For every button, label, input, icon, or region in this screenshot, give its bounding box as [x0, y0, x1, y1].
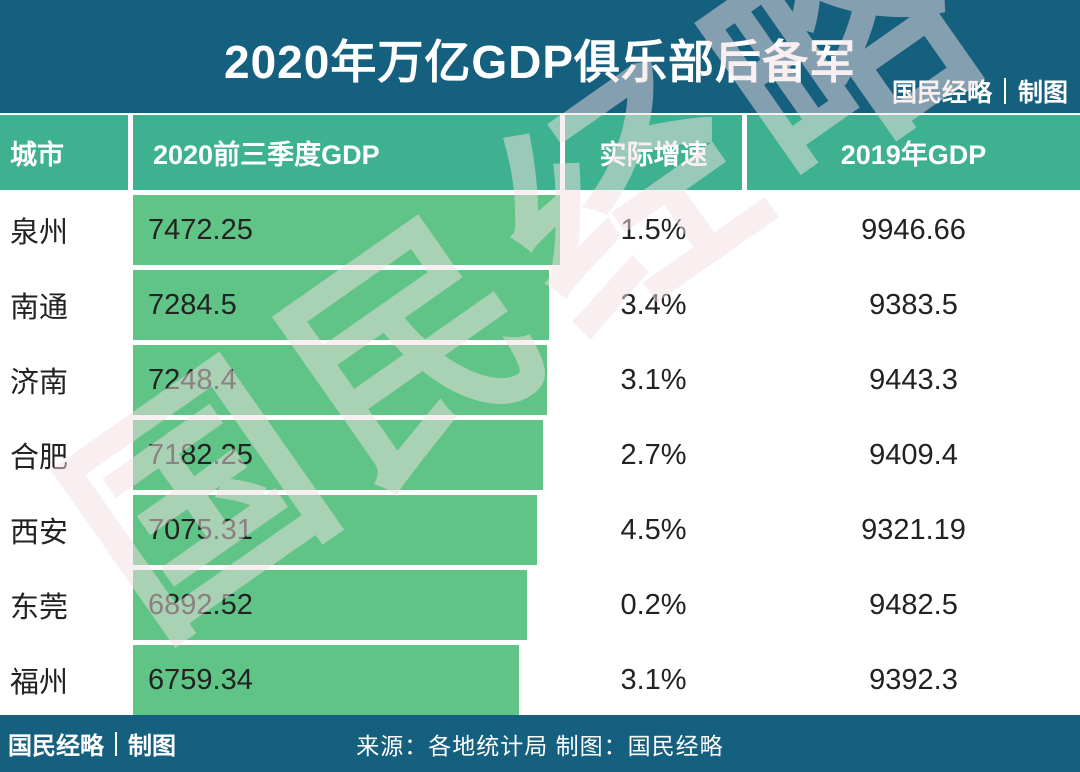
gdp-bar-cell: 6759.34	[133, 645, 560, 715]
gdp-bar	[133, 570, 527, 640]
gdp2019-cell: 9383.5	[869, 288, 958, 321]
gdp2019-cell: 9482.5	[869, 588, 958, 621]
gdp-bar-cell: 6892.52	[133, 570, 560, 640]
brand-signature: 国民经略 制图	[892, 73, 1068, 109]
gdp-value: 6892.52	[148, 588, 253, 621]
gdp2019-cell: 9392.3	[869, 663, 958, 696]
gdp2019-cell: 9409.4	[869, 438, 958, 471]
city-cell: 合肥	[10, 442, 69, 474]
gdp-bar-cell: 7248.4	[133, 345, 560, 415]
gdp-bar	[133, 645, 520, 715]
source-text: 来源：各地统计局 制图：国民经略	[356, 732, 724, 759]
gdp-bar-cell: 7284.5	[133, 270, 560, 340]
city-cell: 西安	[10, 517, 69, 549]
growth-cell: 3.4%	[620, 288, 687, 321]
footer-brand-suffix: 制图	[128, 731, 176, 760]
gdp-bar	[133, 495, 538, 565]
brand-name: 国民经略	[891, 78, 992, 107]
column-header-gdp2020: 2020前三季度GDP	[133, 115, 560, 190]
page-title: 2020年万亿GDP俱乐部后备军	[223, 36, 856, 88]
gdp-bar-cell: 7182.25	[133, 420, 560, 490]
gdp2019-cell: 9443.3	[869, 363, 958, 396]
footer-brand-signature: 国民经略 制图	[8, 715, 176, 772]
growth-cell: 4.5%	[620, 513, 687, 546]
gdp-bar	[133, 345, 548, 415]
growth-cell: 2.7%	[620, 438, 687, 471]
gdp2019-cell: 9946.66	[861, 213, 966, 246]
growth-cell: 3.1%	[620, 363, 687, 396]
column-header-city: 城市	[0, 115, 128, 190]
city-cell: 泉州	[10, 217, 69, 249]
gdp-bar	[133, 270, 550, 340]
growth-cell: 0.2%	[620, 588, 687, 621]
growth-cell: 3.1%	[620, 663, 687, 696]
gdp2019-cell: 9321.19	[861, 513, 966, 546]
gdp-value: 7182.25	[148, 438, 253, 471]
footer-band: 国民经略 制图 来源：各地统计局 制图：国民经略	[0, 715, 1080, 772]
gdp-bar-cell: 7075.31	[133, 495, 560, 565]
growth-cell: 1.5%	[620, 213, 687, 246]
gdp-value: 7284.5	[148, 288, 237, 321]
city-cell: 福州	[10, 667, 69, 699]
title-band: 2020年万亿GDP俱乐部后备军 国民经略 制图	[0, 0, 1080, 113]
gdp-value: 6759.34	[148, 663, 253, 696]
gdp-bar-cell: 7472.25	[133, 195, 560, 265]
footer-brand-name: 国民经略	[8, 731, 104, 760]
brand-divider	[1003, 78, 1006, 104]
gdp-value: 7472.25	[148, 213, 253, 246]
gdp-table: 城市 2020前三季度GDP 实际增速 2019年GDP 泉州 7472.25 …	[0, 113, 1080, 715]
column-header-growth: 实际增速	[565, 115, 742, 190]
footer-brand-divider	[115, 731, 117, 756]
gdp-bar	[133, 420, 544, 490]
column-header-gdp2019: 2019年GDP	[747, 115, 1080, 190]
gdp-value: 7248.4	[148, 363, 237, 396]
gdp-bar	[133, 195, 560, 265]
city-cell: 济南	[10, 367, 69, 399]
gdp-value: 7075.31	[148, 513, 253, 546]
brand-suffix: 制图	[1017, 78, 1068, 107]
city-cell: 东莞	[10, 592, 69, 624]
city-cell: 南通	[10, 292, 69, 324]
